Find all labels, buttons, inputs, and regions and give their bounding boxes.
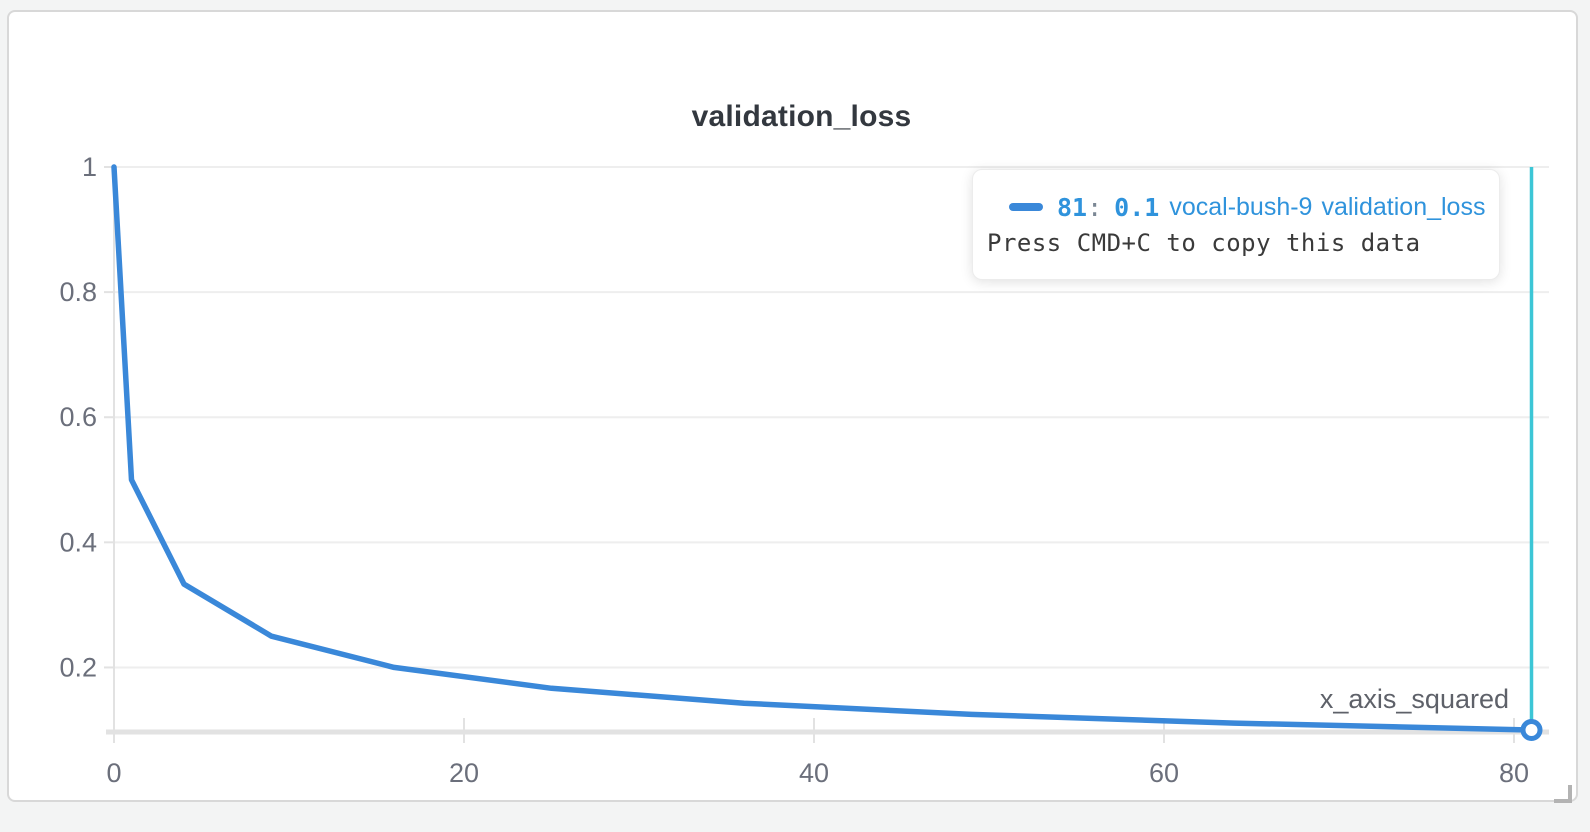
y-tick-label: 0.4 [59,527,97,557]
panel-resize-handle-icon[interactable] [1554,785,1572,803]
x-tick-label: 80 [1499,758,1529,788]
loss-curve[interactable] [111,164,1535,733]
chart-panel[interactable]: validation_loss 0.2 0.4 0.6 0.8 1 0 20 40 60 80 x… [7,10,1578,803]
panel-title: validation_loss [691,100,912,133]
tooltip-x-value: 81 [1057,192,1088,222]
x-tick-label: 40 [799,758,829,788]
tooltip-run-name: vocal-bush-9 [1169,192,1313,221]
y-tick-label: 0.2 [59,652,97,682]
tooltip-separator: : [1087,192,1103,222]
hover-tooltip: 81 : 0.1 vocal-bush-9 validation_loss Pr… [972,169,1500,280]
tooltip-value-row: 81 : 0.1 vocal-bush-9 validation_loss [1009,191,1485,223]
x-tick-label: 20 [449,758,479,788]
y-tick-label: 1 [82,152,97,182]
chart-plot-area[interactable]: 0.2 0.4 0.6 0.8 1 0 20 40 60 80 [9,12,1590,832]
tooltip-copy-hint: Press CMD+C to copy this data [987,229,1421,257]
tooltip-y-value: 0.1 [1114,192,1160,222]
x-axis-title: x_axis_squared [1319,684,1509,714]
x-tick-label: 0 [106,758,121,788]
series-color-dash-icon [1009,203,1043,211]
tooltip-metric-name: validation_loss [1321,192,1486,221]
y-tick-label: 0.6 [59,402,97,432]
x-tick-label: 60 [1149,758,1179,788]
highlight-marker [1520,719,1543,741]
y-tick-label: 0.8 [59,277,97,307]
